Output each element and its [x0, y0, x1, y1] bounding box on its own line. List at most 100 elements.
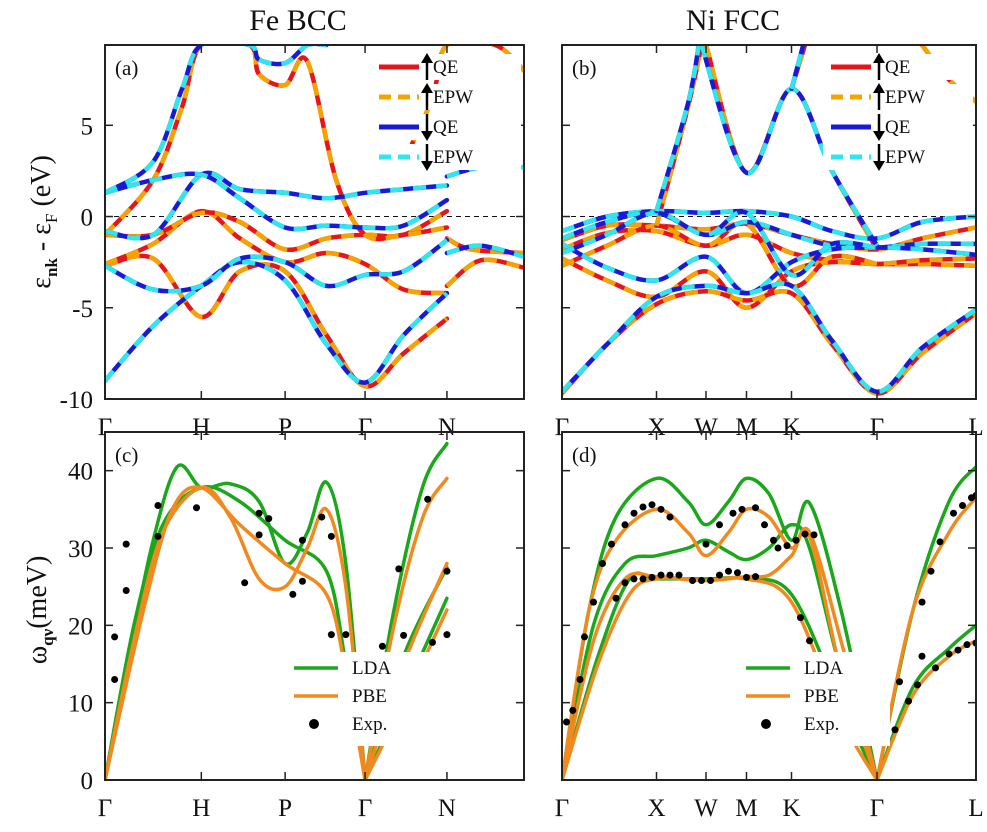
x-tick-label: Γ [358, 795, 372, 822]
exp-data-point [639, 503, 647, 511]
x-tick-label: Γ [358, 414, 372, 441]
exp-data-point [891, 726, 899, 734]
exp-data-point [428, 638, 436, 646]
panel-a-band-structure: Γ H P Γ N -10 -5 0 5 (a) QE EPW QE EPW [60, 44, 525, 441]
panel-label: (b) [572, 56, 597, 80]
panel-a-ylabel: εnk - εF (eV) [26, 155, 61, 289]
exp-data-point [621, 579, 629, 587]
plot-area [105, 441, 451, 780]
panel-label: (a) [115, 56, 138, 80]
x-tick-label: H [192, 414, 210, 441]
band-dash-spin-down [654, 45, 702, 212]
legend-label: LDA [804, 658, 843, 679]
y-tick-label: 5 [81, 113, 94, 140]
exp-data-point [945, 650, 953, 658]
spin-up-arrow-head-icon [873, 83, 885, 93]
legend-marker [761, 719, 771, 729]
exp-data-point [927, 567, 935, 575]
legend: LDA PBE Exp. [740, 652, 890, 746]
exp-data-point [666, 571, 674, 579]
x-tick-label: N [438, 795, 456, 822]
exp-data-point [327, 631, 335, 639]
x-tick-label: L [968, 795, 983, 822]
spin-up-arrow-head-icon [421, 53, 433, 63]
band-line-spin-down [654, 45, 702, 214]
exp-data-point [648, 501, 656, 509]
exp-data-point [774, 544, 782, 552]
exp-data-point [122, 540, 130, 548]
exp-data-point [797, 614, 804, 622]
exp-data-point [738, 505, 746, 513]
exp-data-point [395, 565, 403, 573]
legend: QE EPW QE EPW [823, 53, 973, 171]
exp-data-point [327, 532, 335, 540]
phonon-branch-pbe [105, 485, 367, 780]
exp-data-point [443, 567, 451, 575]
exp-data-point [111, 633, 119, 641]
exp-data-point [298, 577, 306, 585]
exp-data-point [342, 631, 350, 639]
x-tick-label: Γ [870, 414, 884, 441]
panel-a-title: Fe BCC [249, 4, 347, 37]
exp-data-point [255, 531, 263, 539]
band-line-spin-down [105, 171, 450, 232]
exp-data-point [608, 540, 615, 548]
plot-area [562, 45, 976, 396]
x-tick-label: H [192, 795, 210, 822]
legend-label: PBE [804, 686, 839, 707]
exp-data-point [743, 573, 750, 581]
legend-bg [371, 84, 521, 110]
spin-down-arrow-head-icon [873, 161, 885, 171]
exp-data-point [783, 542, 791, 550]
exp-data-point [905, 697, 912, 705]
exp-data-point [630, 575, 638, 583]
band-dash-spin-down [562, 281, 976, 394]
exp-data-point [569, 706, 577, 714]
exp-data-point [289, 590, 297, 598]
plot-area [105, 45, 524, 389]
exp-data-point [648, 573, 656, 581]
spin-down-arrow-head-icon [421, 161, 433, 171]
spin-up-arrow-head-icon [873, 53, 885, 63]
exp-data-point [193, 504, 201, 512]
exp-data-point [752, 573, 759, 581]
exp-data-point [599, 559, 606, 567]
exp-data-point [698, 576, 705, 584]
phonon-branch-lda [562, 476, 879, 780]
exp-data-point [702, 540, 710, 548]
y-tick-label: -5 [72, 296, 93, 323]
exp-data-point [154, 532, 162, 540]
exp-data-point [122, 587, 130, 595]
phonon-branch-pbe [875, 639, 976, 780]
band-dash-spin-up [105, 45, 448, 242]
exp-data-point [241, 579, 249, 587]
legend-label: EPW [433, 87, 473, 108]
exp-data-point [590, 598, 597, 606]
exp-data-point [707, 576, 714, 584]
y-tick-label: 10 [68, 691, 93, 718]
exp-data-point [963, 641, 971, 649]
band-dash-spin-down [446, 243, 524, 259]
band-dash-spin-up [562, 289, 976, 396]
x-tick-label: X [647, 795, 665, 822]
exp-data-point [298, 536, 306, 544]
x-tick-label: K [782, 795, 800, 822]
panel-label: (c) [115, 443, 138, 467]
exp-data-point [576, 675, 584, 683]
exp-data-point [932, 664, 939, 672]
exp-data-point [896, 678, 903, 686]
band-dash-spin-up [445, 236, 524, 256]
exp-data-point [563, 718, 570, 726]
y-tick-label: 40 [68, 459, 93, 486]
x-tick-label: P [278, 414, 292, 441]
x-tick-label: Γ [555, 414, 569, 441]
plot-frame [561, 431, 977, 781]
spin-down-arrow-head-icon [873, 131, 885, 141]
exp-data-point [959, 501, 966, 509]
y-tick-label: -10 [60, 387, 93, 414]
panel-label: (d) [572, 443, 597, 467]
legend-label: EPW [885, 87, 925, 108]
x-tick-label: M [735, 795, 757, 822]
exp-data-point [424, 495, 432, 503]
